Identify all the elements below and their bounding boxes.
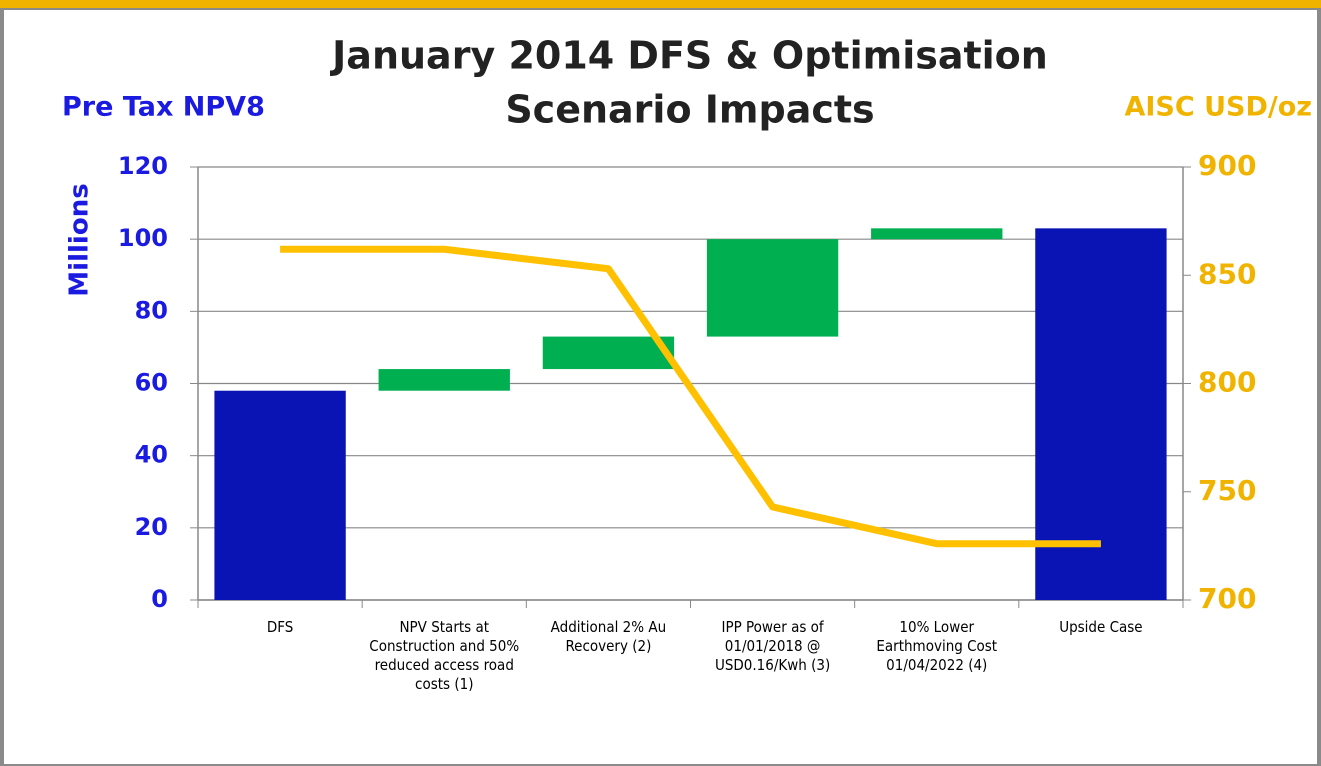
y-tick-label: 40 (135, 441, 168, 469)
bar (378, 369, 510, 391)
y-tick-label: 100 (118, 224, 168, 252)
line (280, 245, 1101, 548)
bar (706, 239, 839, 337)
bar (871, 228, 1003, 240)
x-tick-label: Additional 2% Au Recovery (2) (550, 618, 667, 655)
y2-tick-label: 800 (1198, 366, 1256, 399)
y2-tick-label: 700 (1198, 582, 1256, 615)
y-tick-label: 0 (151, 585, 168, 613)
x-tick-label: DFS (266, 618, 294, 636)
y2-tick-label: 750 (1198, 474, 1256, 507)
x-tick-label: IPP Power as of 01/01/2018 @ USD0.16/Kwh… (714, 618, 831, 674)
bar (1035, 228, 1167, 600)
chart-title: January 2014 DFS & Optimisation (329, 34, 1048, 78)
y2-title: AISC USD/oz (1124, 92, 1312, 123)
x-tick-label: 10% Lower Earthmoving Cost 01/04/2022 (4… (876, 618, 998, 674)
y-tick-label: 60 (135, 369, 168, 397)
x-tick-label: NPV Starts at Construction and 50% reduc… (369, 618, 520, 693)
x-tick-label: Upside Case (1059, 618, 1143, 636)
bar (214, 390, 346, 600)
frame (0, 8, 1321, 766)
chart-title: Scenario Impacts (505, 88, 874, 132)
y-tick-label: 20 (135, 513, 168, 541)
bar (542, 336, 675, 370)
top-strip (0, 0, 1321, 8)
y2-tick-label: 900 (1198, 149, 1256, 182)
y-axis-label: Millions (65, 183, 95, 296)
y-tick-label: 120 (118, 152, 168, 180)
y-title: Pre Tax NPV8 (62, 92, 265, 123)
y-tick-label: 80 (135, 296, 168, 324)
y2-tick-label: 850 (1198, 257, 1256, 290)
